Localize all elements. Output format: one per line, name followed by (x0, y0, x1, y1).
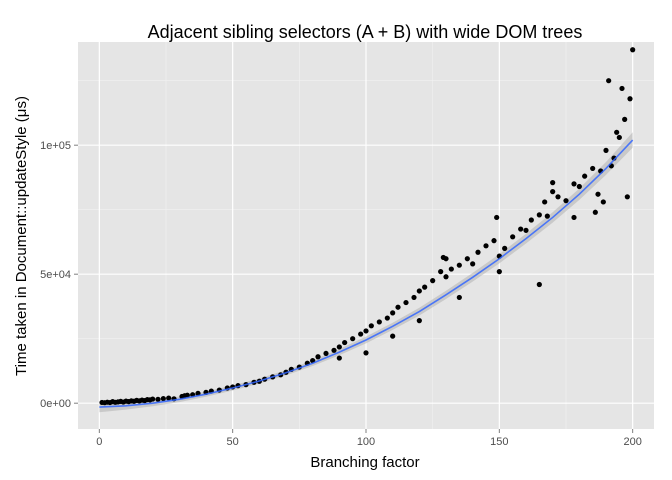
data-point (523, 227, 529, 233)
data-point (376, 319, 382, 325)
data-point (582, 173, 588, 179)
y-tick-label: 5e+04 (40, 269, 71, 281)
data-point (563, 198, 569, 204)
data-point (592, 209, 598, 215)
data-point (416, 288, 422, 294)
data-point (456, 294, 462, 301)
data-point (363, 350, 369, 356)
data-point (456, 262, 462, 268)
data-point (390, 333, 396, 339)
y-tick-label: 0e+00 (40, 398, 71, 410)
data-point (600, 199, 606, 205)
data-point (536, 212, 542, 218)
data-point (536, 281, 542, 288)
data-point (438, 269, 444, 275)
data-point (630, 47, 636, 53)
data-point (619, 85, 625, 92)
data-point (160, 395, 166, 402)
x-tick-label: 150 (490, 436, 508, 448)
data-point (384, 315, 390, 321)
data-point (606, 78, 612, 84)
data-point (550, 180, 556, 186)
data-point (448, 266, 454, 272)
data-point (624, 194, 630, 200)
data-point (627, 96, 633, 102)
data-point (555, 194, 561, 200)
data-point (464, 256, 470, 262)
data-point (155, 396, 161, 402)
data-point (336, 344, 342, 350)
data-point (590, 165, 596, 172)
data-point (336, 355, 342, 361)
data-point (576, 183, 582, 190)
data-point (571, 214, 577, 221)
data-point (614, 129, 620, 135)
x-tick-label: 100 (357, 436, 375, 448)
data-point (430, 278, 436, 284)
smooth-line (99, 139, 634, 408)
data-point (544, 213, 550, 219)
data-point (403, 299, 409, 306)
data-point (315, 354, 321, 360)
data-point (422, 284, 428, 290)
data-point (390, 310, 396, 316)
data-point (502, 245, 508, 251)
grid-major (78, 42, 654, 429)
data-point (443, 274, 449, 280)
x-axis-label: Branching factor (310, 454, 419, 471)
data-point (443, 256, 449, 262)
y-tick-label: 1e+05 (40, 140, 71, 152)
data-point (603, 147, 609, 153)
data-point (363, 328, 369, 334)
data-point (411, 294, 417, 301)
data-point (358, 331, 364, 337)
data-point (342, 339, 348, 346)
x-axis-ticks: 0 50 100 150 200 (96, 429, 642, 448)
chart-title: Adjacent sibling selectors (A + B) with … (148, 22, 583, 42)
data-point (331, 347, 337, 353)
data-point (616, 134, 622, 141)
data-point (184, 392, 190, 398)
data-point (571, 181, 577, 187)
y-axis-label: Time taken in Document::updateStyle (μs) (13, 96, 30, 376)
x-tick-label: 200 (623, 436, 641, 448)
x-tick-label: 0 (96, 436, 102, 448)
data-point (510, 234, 516, 240)
data-point (368, 323, 374, 329)
x-tick-label: 50 (227, 436, 239, 448)
data-point (595, 191, 601, 197)
data-point (550, 189, 556, 195)
data-point (542, 199, 548, 205)
smooth-fit-line (99, 139, 634, 408)
data-point (496, 269, 502, 275)
data-point (622, 116, 628, 122)
y-axis-ticks: 0e+00 5e+04 1e+05 (40, 140, 78, 410)
data-point (150, 396, 156, 402)
data-point (475, 249, 481, 255)
data-point (323, 350, 329, 357)
data-point (470, 261, 476, 267)
data-point (494, 214, 500, 221)
data-point (483, 243, 489, 249)
data-point (166, 395, 172, 401)
data-point (416, 318, 422, 324)
data-point (518, 226, 524, 232)
data-point (350, 336, 356, 342)
data-point (491, 238, 497, 244)
data-point (395, 304, 401, 310)
data-point (528, 217, 534, 223)
